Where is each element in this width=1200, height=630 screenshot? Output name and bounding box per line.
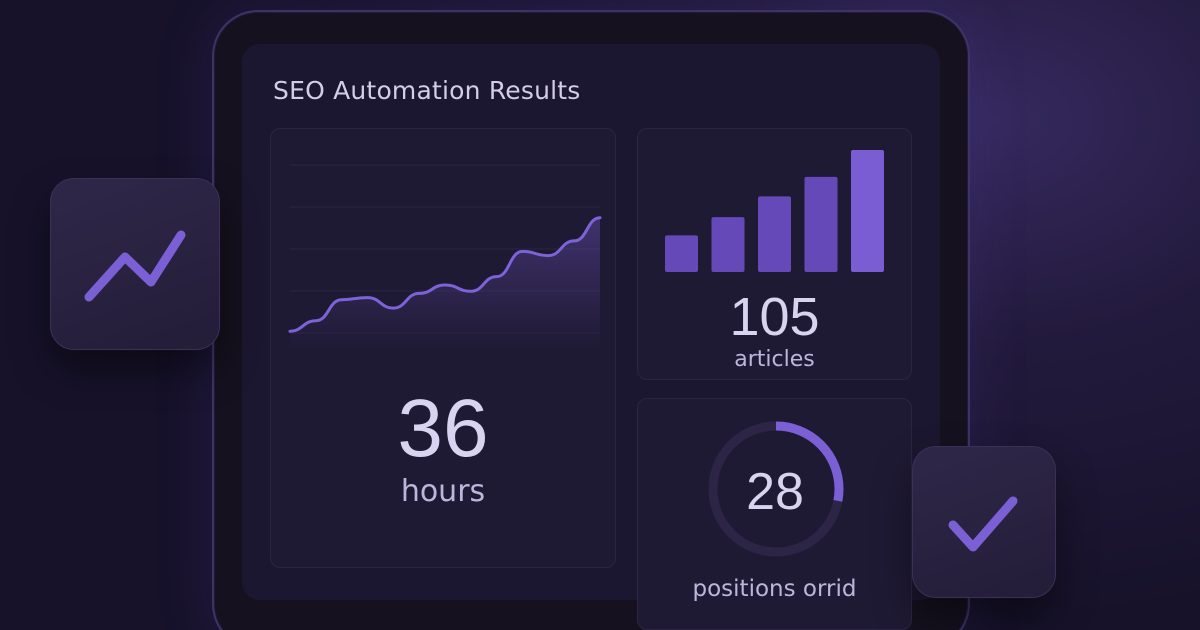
page-title: SEO Automation Results — [273, 76, 581, 105]
chart-series-line — [288, 216, 602, 333]
positions-value: 28 — [746, 463, 804, 521]
trend-tile[interactable] — [50, 178, 220, 350]
hours-label: hours — [400, 474, 486, 509]
bar-2 — [711, 217, 745, 272]
bar-3 — [758, 196, 791, 272]
articles-label: articles — [734, 347, 815, 372]
growth-line-chart — [288, 164, 602, 348]
hours-value: 36 — [397, 383, 489, 474]
positions-progress-ring — [708, 421, 844, 557]
check-tile[interactable] — [912, 446, 1056, 598]
chart-area-fill — [290, 217, 600, 348]
positions-card — [637, 398, 912, 630]
articles-bar-chart — [665, 150, 884, 272]
bar-1 — [665, 235, 698, 272]
trend-up-icon — [84, 230, 186, 302]
bar-4 — [804, 176, 838, 272]
articles-value: 105 — [729, 287, 820, 347]
checkmark-icon — [948, 496, 1018, 552]
positions-label: positions orrid — [692, 576, 857, 602]
ring-progress-arc — [708, 421, 844, 557]
bar-5 — [851, 150, 884, 272]
